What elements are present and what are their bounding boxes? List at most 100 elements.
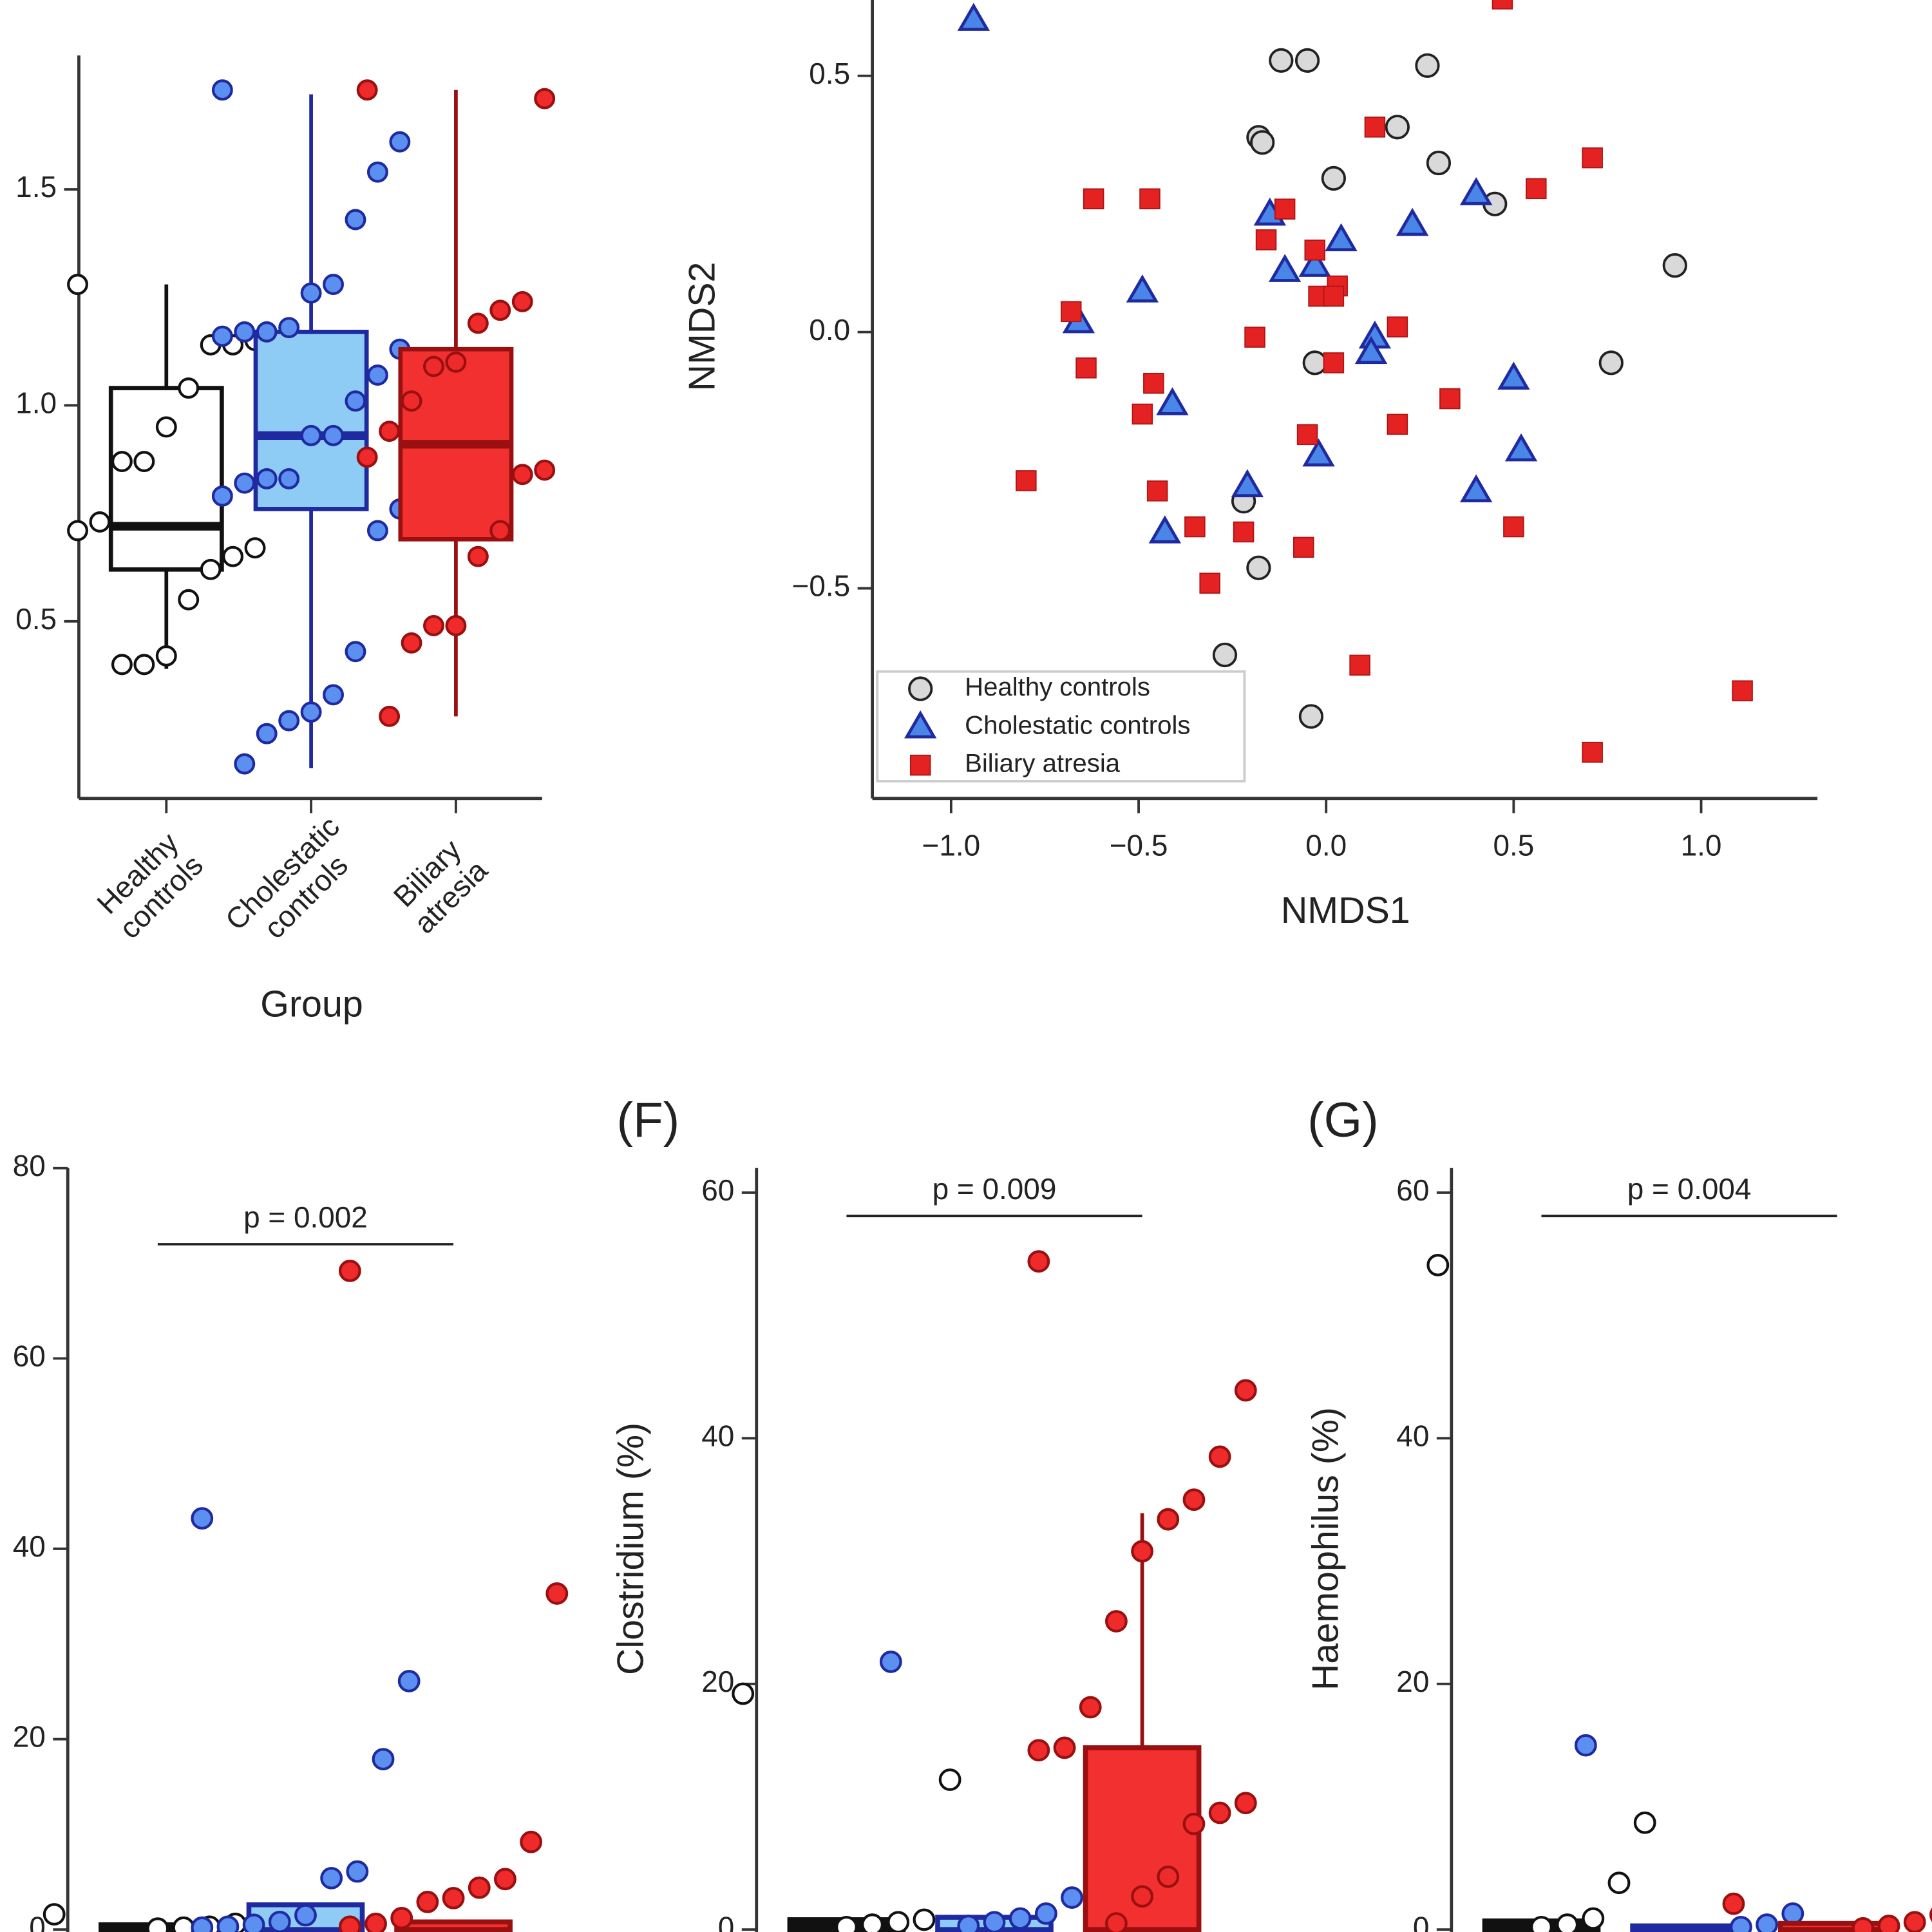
data-point (320, 1866, 343, 1889)
data-point (1385, 115, 1410, 140)
data-point (389, 131, 411, 153)
y-tick-label: 20 (701, 1665, 734, 1698)
data-point (346, 1860, 369, 1883)
box (108, 386, 224, 572)
y-tick-label: 40 (1396, 1419, 1429, 1452)
x-axis-title: NMDS1 (1281, 890, 1410, 931)
legend-marker (909, 754, 931, 776)
data-point (1293, 536, 1314, 558)
data-point (861, 1913, 884, 1932)
data-point (1504, 433, 1538, 462)
y-tick-label: 1.5 (15, 170, 57, 204)
data-point (1598, 350, 1624, 375)
y-tick-label: 0.0 (809, 313, 850, 346)
data-point (222, 545, 244, 567)
data-point (155, 416, 177, 438)
data-point (423, 615, 444, 636)
data-point (234, 321, 256, 343)
data-point (1027, 1250, 1050, 1273)
data-point (1139, 188, 1160, 210)
y-tick-label: 60 (1396, 1173, 1429, 1207)
data-point (1756, 1913, 1779, 1932)
data-point (1633, 1811, 1656, 1834)
p-value: p = 0.004 (1627, 1172, 1752, 1206)
data-point (1234, 1792, 1257, 1815)
data-point (1016, 470, 1037, 491)
bar (394, 1919, 513, 1932)
data-point (445, 615, 467, 636)
legend-marker (908, 676, 933, 701)
y-tick-label: 20 (13, 1720, 46, 1754)
data-point (379, 421, 401, 442)
data-point (511, 464, 533, 486)
data-point (211, 325, 233, 347)
data-point (178, 589, 200, 611)
y-tick-label: −0.5 (792, 569, 851, 603)
legend-label: Cholestatic controls (965, 710, 1190, 739)
data-point (534, 459, 556, 481)
data-point (1298, 249, 1331, 277)
panel-label: (F) (617, 1093, 680, 1148)
data-point (1459, 176, 1493, 205)
data-point (1387, 316, 1408, 337)
data-point (1182, 1812, 1206, 1835)
y-tick-label: 0 (1413, 1910, 1430, 1932)
y-axis-title: NMDS2 (682, 262, 723, 392)
data-point (365, 1912, 387, 1932)
data-point (1157, 1508, 1180, 1531)
y-tick-label: 80 (13, 1149, 46, 1182)
data-point (1503, 516, 1524, 538)
data-point (1233, 521, 1255, 543)
data-point (1582, 1907, 1605, 1930)
data-point (256, 468, 278, 489)
data-point (43, 1903, 66, 1926)
data-point (379, 705, 401, 727)
y-axis-title: Haemophilus (%) (1305, 1407, 1347, 1690)
data-point (256, 723, 278, 744)
data-point (1060, 301, 1082, 323)
data-point (1321, 166, 1346, 191)
data-point (345, 390, 366, 412)
x-tick-label: −0.5 (1110, 828, 1168, 862)
data-point (1208, 1801, 1231, 1824)
data-point (887, 1911, 910, 1932)
x-axis-title: Group (260, 983, 363, 1025)
data-point (1781, 1902, 1804, 1925)
data-point (1269, 48, 1294, 73)
x-tick-label: 0.5 (1493, 828, 1534, 862)
data-point (1184, 516, 1206, 538)
x-tick-label: −1.0 (922, 828, 981, 862)
data-point (1526, 178, 1547, 200)
data-point (1323, 285, 1345, 307)
data-point (1662, 253, 1687, 278)
data-point (67, 520, 88, 542)
data-point (1325, 223, 1358, 252)
y-tick-label: 0 (718, 1910, 735, 1932)
data-point (1250, 130, 1275, 155)
data-point (545, 1582, 569, 1605)
y-tick-label: 0.5 (15, 602, 57, 636)
data-point (1574, 1734, 1597, 1757)
data-point (1364, 117, 1386, 138)
data-point (366, 520, 388, 542)
data-point (211, 485, 233, 507)
data-point (1034, 1902, 1057, 1925)
data-point (1079, 1696, 1102, 1719)
data-point (1556, 1913, 1579, 1932)
data-point (366, 161, 388, 183)
data-point (1061, 1886, 1083, 1909)
data-point (216, 1915, 240, 1932)
data-point (1075, 357, 1097, 379)
data-point (1246, 555, 1271, 580)
data-point (1244, 327, 1265, 348)
data-point (1582, 741, 1603, 763)
data-point (1426, 1254, 1450, 1276)
data-point (1268, 254, 1302, 282)
data-point (1439, 388, 1461, 410)
bar (1777, 1920, 1897, 1932)
data-point (1294, 48, 1320, 73)
data-point (300, 282, 322, 304)
